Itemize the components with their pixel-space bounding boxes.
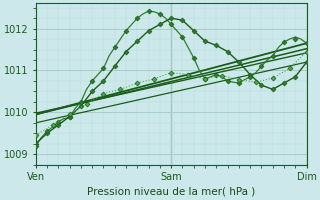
X-axis label: Pression niveau de la mer( hPa ): Pression niveau de la mer( hPa ) [87,187,255,197]
